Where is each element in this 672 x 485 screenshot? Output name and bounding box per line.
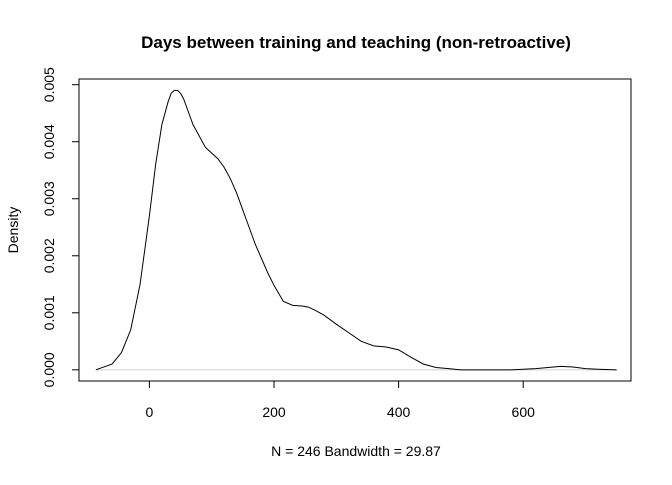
y-tick-label: 0.005 xyxy=(41,67,57,102)
y-tick-label: 0.002 xyxy=(41,238,57,273)
x-tick-label: 0 xyxy=(146,404,154,420)
density-curve xyxy=(95,89,617,371)
x-tick-label: 600 xyxy=(512,404,536,420)
x-tick-label: 200 xyxy=(262,404,286,420)
x-axis: 0 200 400 600 xyxy=(146,380,536,420)
y-tick-label: 0.004 xyxy=(41,124,57,159)
x-tick-label: 400 xyxy=(387,404,411,420)
y-tick-label: 0.003 xyxy=(41,181,57,216)
y-axis-label: Density xyxy=(5,207,21,254)
y-tick-label: 0.000 xyxy=(41,352,57,387)
x-axis-label: N = 246 Bandwidth = 29.87 xyxy=(271,443,441,459)
chart-title: Days between training and teaching (non-… xyxy=(141,33,571,52)
y-axis: 0.000 0.001 0.002 0.003 0.004 0.005 xyxy=(41,67,80,387)
y-tick-label: 0.001 xyxy=(41,295,57,330)
